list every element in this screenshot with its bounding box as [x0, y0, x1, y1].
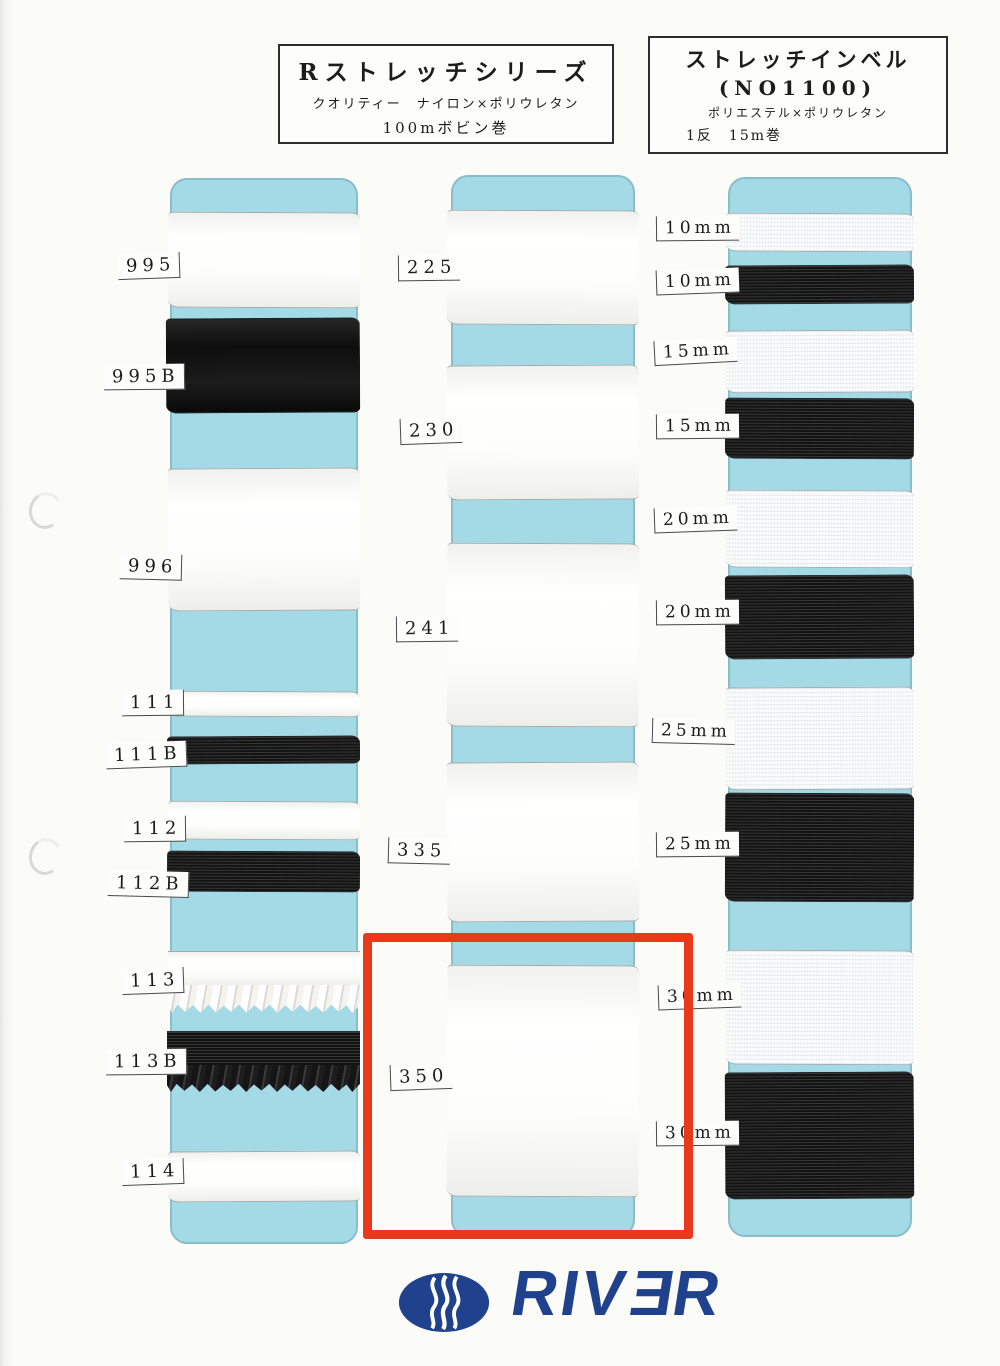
- sample-band-241: [446, 542, 640, 728]
- sample-band-111b: [166, 735, 361, 765]
- punch-hole-top: [25, 488, 66, 533]
- inbel-material-line: ポリエステル×ポリウレタン: [707, 106, 889, 120]
- size-label-10mm-white: 10mm: [655, 215, 740, 242]
- sample-band-30mm-white: [725, 949, 915, 1066]
- inbel-model-no: (NO1100): [718, 76, 878, 100]
- sample-band-30mm-black: [724, 1071, 915, 1200]
- sample-band-20mm-white: [725, 489, 915, 569]
- inbel-title: ストレッチインベル: [685, 47, 911, 72]
- sample-label-335: 335: [387, 837, 451, 865]
- sample-band-996: [167, 467, 361, 612]
- sample-band-111: [167, 690, 361, 718]
- river-logo: RIVER: [0, 1255, 1000, 1345]
- highlight-rectangle-350: [363, 933, 693, 1239]
- sample-label-111b: 111B: [105, 740, 188, 770]
- header-box-stretch-inbel: ストレッチインベル (NO1100) ポリエステル×ポリウレタン 1反 15m巻: [648, 36, 948, 154]
- sample-band-10mm-white: [725, 212, 915, 253]
- sample-label-113: 113: [121, 966, 185, 995]
- sample-label-111: 111: [121, 689, 185, 717]
- sample-band-15mm-white: [725, 329, 915, 394]
- sample-label-996: 996: [119, 553, 183, 581]
- sample-label-113b: 113B: [105, 1048, 187, 1076]
- sample-band-995b: [165, 317, 361, 414]
- size-label-20mm-black: 20mm: [655, 599, 740, 626]
- series-roll-line: 100mボビン巻: [382, 119, 510, 137]
- size-label-15mm-white: 15mm: [653, 336, 738, 366]
- sample-label-995: 995: [117, 251, 181, 280]
- sample-band-230: [446, 364, 640, 501]
- sample-band-335: [446, 761, 640, 923]
- sample-label-114: 114: [121, 1157, 185, 1186]
- punch-hole-bottom: [25, 834, 66, 879]
- sample-band-114: [167, 1150, 361, 1203]
- size-label-10mm-black: 10mm: [655, 267, 740, 296]
- sample-label-225: 225: [397, 254, 461, 282]
- sample-label-112b: 112B: [107, 870, 189, 898]
- sample-band-20mm-black: [724, 574, 915, 660]
- size-label-25mm-black: 25mm: [655, 831, 740, 858]
- size-label-15mm-black: 15mm: [655, 413, 740, 440]
- sample-label-995b: 995B: [103, 363, 185, 391]
- sample-band-113b: [167, 1031, 360, 1092]
- sample-band-113b-ruffle: [167, 1065, 360, 1092]
- sample-band-112b: [166, 850, 361, 893]
- sample-band-25mm-black: [724, 792, 915, 903]
- sample-band-225: [446, 209, 640, 326]
- river-logo-mark-icon: [398, 1273, 490, 1332]
- header-box-r-stretch-series: Rストレッチシリーズ クオリティー ナイロン×ポリウレタン 100mボビン巻: [278, 44, 614, 144]
- sample-band-25mm-white: [725, 686, 915, 791]
- sample-band-113-ruffle: [168, 985, 360, 1013]
- sample-band-995: [167, 211, 361, 309]
- inbel-roll-line: 1反 15m巻: [686, 128, 782, 144]
- sample-band-113-flat: [168, 951, 360, 987]
- sample-band-113b-flat: [167, 1031, 360, 1067]
- sample-band-113: [168, 951, 360, 1013]
- size-label-20mm-white: 20mm: [653, 505, 738, 534]
- sample-label-241: 241: [395, 615, 459, 643]
- sample-band-15mm-black: [724, 397, 915, 460]
- series-quality-line: クオリティー ナイロン×ポリウレタン: [312, 97, 580, 112]
- sample-band-10mm-black: [724, 264, 915, 305]
- river-logo-text: RIVER: [506, 1257, 728, 1329]
- sample-band-112: [167, 800, 361, 841]
- sample-label-112: 112: [123, 815, 187, 843]
- logo-letter-reversed-e: E: [621, 1257, 680, 1329]
- series-title: Rストレッチシリーズ: [298, 59, 594, 86]
- size-label-25mm-white: 25mm: [651, 717, 736, 745]
- sample-label-230: 230: [399, 416, 463, 445]
